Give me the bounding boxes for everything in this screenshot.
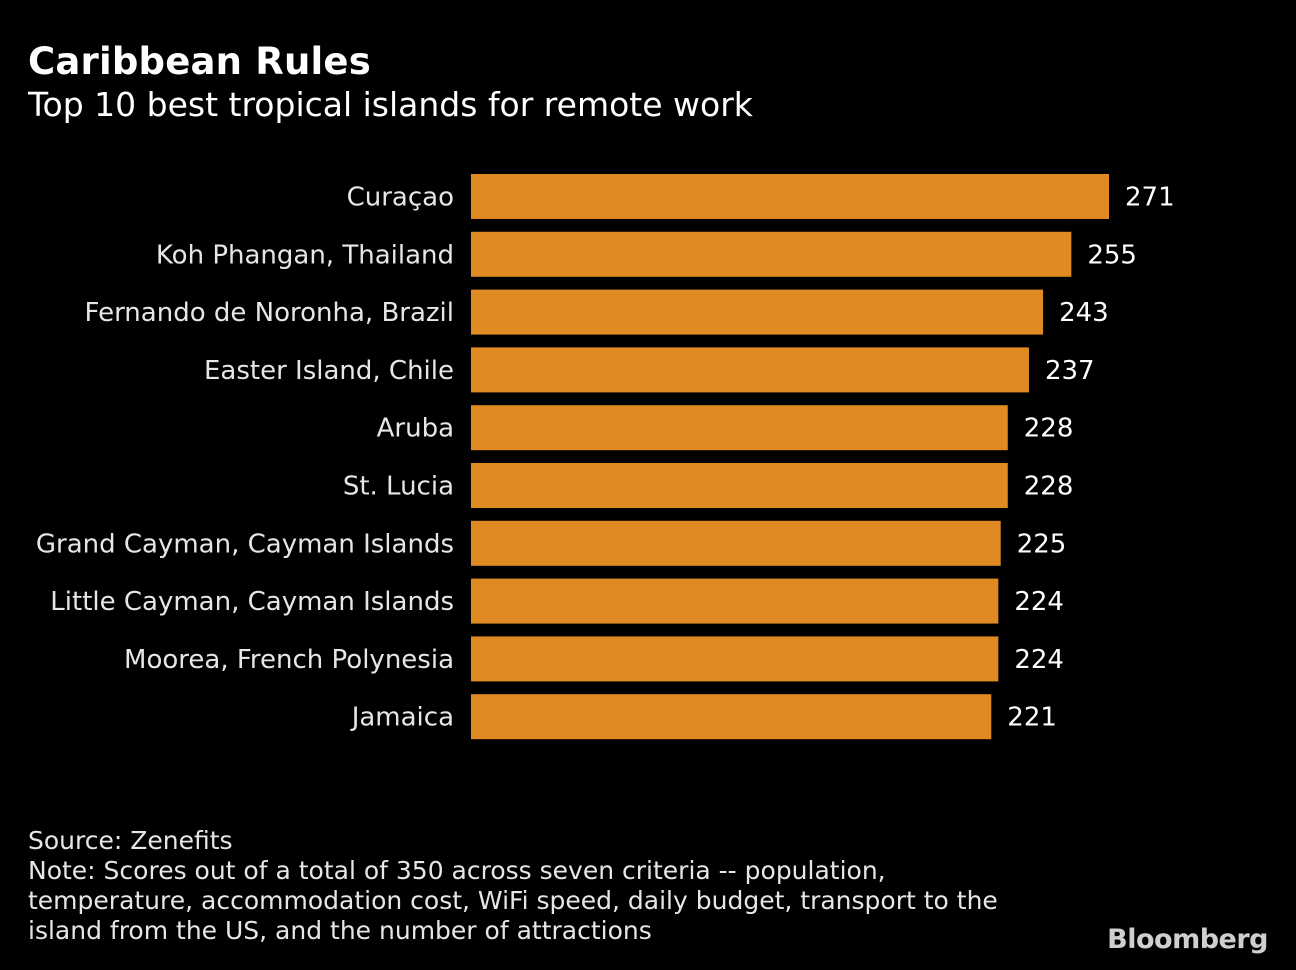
bar bbox=[471, 405, 1008, 451]
bar bbox=[471, 174, 1109, 219]
category-label: Little Cayman, Cayman Islands bbox=[50, 587, 454, 617]
chart-title: Caribbean Rules bbox=[28, 40, 371, 83]
chart-footer: Source: Zenefits Note: Scores out of a t… bbox=[28, 826, 1008, 946]
data-label: 221 bbox=[1007, 703, 1057, 733]
bar bbox=[471, 463, 1008, 508]
bar bbox=[471, 231, 1072, 277]
category-label: Jamaica bbox=[350, 703, 454, 733]
data-label: 228 bbox=[1024, 472, 1074, 502]
category-label: Fernando de Noronha, Brazil bbox=[85, 298, 454, 328]
bar bbox=[471, 694, 992, 740]
note-line-3: island from the US, and the number of at… bbox=[28, 916, 652, 945]
data-label: 224 bbox=[1014, 645, 1064, 675]
data-label: 228 bbox=[1024, 414, 1074, 444]
bar bbox=[471, 520, 1001, 566]
category-label: Aruba bbox=[377, 414, 454, 444]
data-label: 255 bbox=[1087, 240, 1137, 270]
bar bbox=[471, 289, 1044, 335]
category-label: Koh Phangan, Thailand bbox=[156, 240, 454, 270]
note-line-2: temperature, accommodation cost, WiFi sp… bbox=[28, 886, 998, 915]
data-label: 225 bbox=[1017, 529, 1067, 559]
note-line-1: Note: Scores out of a total of 350 acros… bbox=[28, 856, 886, 885]
data-label: 243 bbox=[1059, 298, 1109, 328]
category-label: Easter Island, Chile bbox=[204, 356, 454, 386]
category-label: Grand Cayman, Cayman Islands bbox=[36, 529, 454, 559]
data-label: 237 bbox=[1045, 356, 1095, 386]
category-label: St. Lucia bbox=[343, 472, 454, 502]
category-label: Moorea, French Polynesia bbox=[124, 645, 454, 675]
bloomberg-logo: Bloomberg bbox=[1107, 924, 1268, 955]
category-label: Curaçao bbox=[347, 183, 454, 213]
source-note: Source: Zenefits bbox=[28, 826, 233, 855]
bar bbox=[471, 347, 1029, 393]
bar-chart: Curaçao 271 Koh Phangan, Thailand 255 Fernan… bbox=[36, 174, 1175, 740]
bar bbox=[471, 578, 999, 624]
data-label: 271 bbox=[1125, 183, 1175, 213]
bar bbox=[471, 636, 999, 682]
chart-subtitle: Top 10 best tropical islands for remote … bbox=[28, 85, 753, 124]
data-label: 224 bbox=[1014, 587, 1064, 617]
